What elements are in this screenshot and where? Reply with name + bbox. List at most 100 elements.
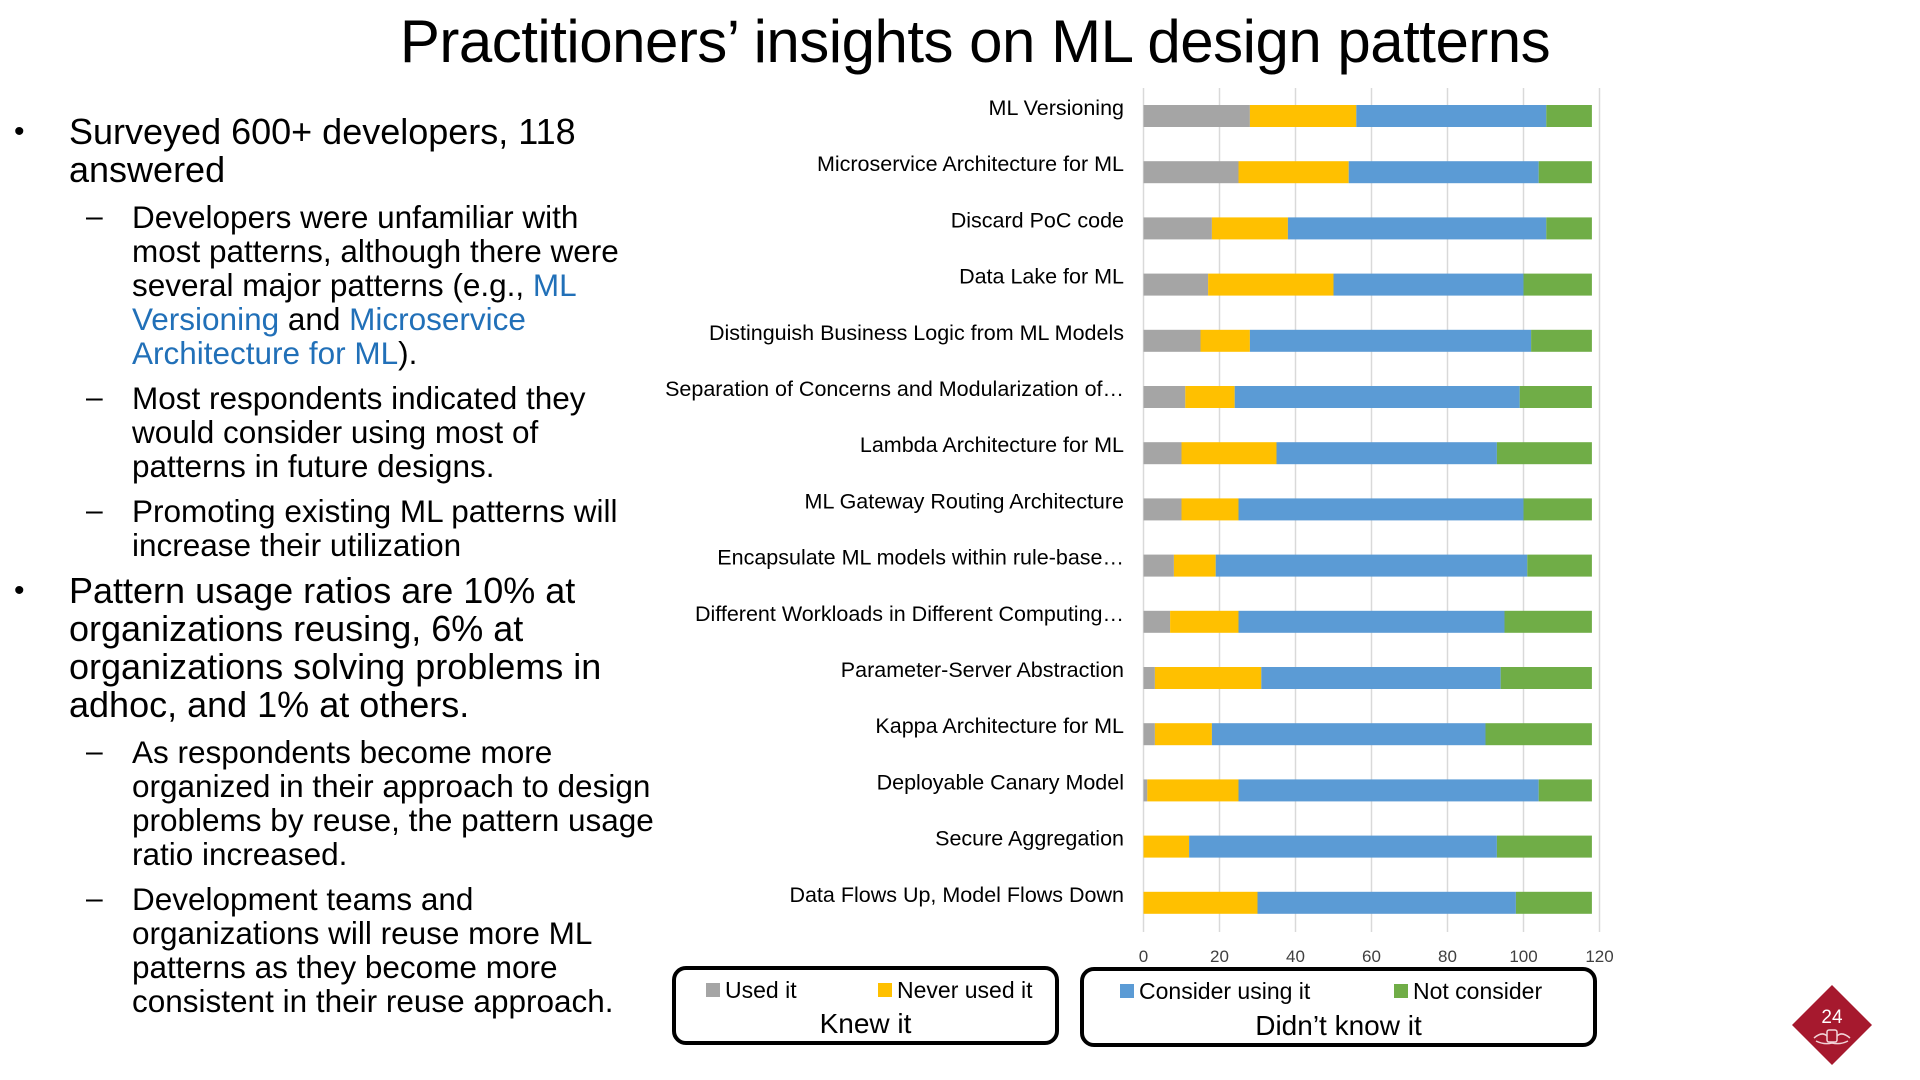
legend-item-used-it[interactable]: Used it bbox=[706, 977, 797, 1003]
bar-segment-not-consider bbox=[1496, 442, 1592, 465]
sub-1-line-4: Versioning and Microservice bbox=[132, 302, 526, 336]
text: several major patterns (e.g., bbox=[132, 267, 533, 303]
bar-segment-consider-using-it bbox=[1238, 498, 1524, 521]
legend-label: Never used it bbox=[897, 977, 1033, 1003]
crest-icon bbox=[1813, 1029, 1851, 1045]
bar-segment-consider-using-it bbox=[1333, 273, 1524, 296]
sub-5-line-2: organizations will reuse more ML bbox=[132, 915, 593, 951]
slide-title: Practitioners’ insights on ML design pat… bbox=[399, 8, 1551, 75]
bar-segment-never-used-it bbox=[1211, 217, 1288, 240]
bar-segment-never-used-it bbox=[1249, 105, 1357, 127]
bar-segment-consider-using-it bbox=[1276, 442, 1497, 465]
text: ). bbox=[398, 335, 418, 371]
bar-segment-not-consider bbox=[1500, 667, 1592, 689]
bullet-2-line-1: Pattern usage ratios are 10% at bbox=[69, 570, 576, 611]
bar-segment-used-it bbox=[1143, 442, 1182, 465]
bar-segment-never-used-it bbox=[1173, 554, 1216, 577]
bar-segment-not-consider bbox=[1519, 386, 1592, 408]
bar-segment-used-it bbox=[1143, 273, 1209, 296]
legend-didnt-know-it: Consider using it Not consider Didn’t kn… bbox=[1080, 967, 1597, 1047]
bar-segment-used-it bbox=[1143, 498, 1182, 521]
bar-segment-never-used-it bbox=[1170, 610, 1239, 633]
sub-4-line-2: organized in their approach to design bbox=[132, 768, 651, 804]
bar-segment-never-used-it bbox=[1238, 161, 1349, 184]
x-tick-label: 60 bbox=[1362, 947, 1381, 966]
legend-swatch-not-consider bbox=[1394, 984, 1408, 998]
bar-segment-never-used-it bbox=[1181, 498, 1239, 521]
category-label: Different Workloads in Different Computi… bbox=[695, 602, 1124, 626]
microservice-architecture-link-cont[interactable]: Architecture for ML bbox=[132, 335, 399, 371]
x-tick-label: 0 bbox=[1139, 947, 1148, 966]
category-label: Data Lake for ML bbox=[959, 265, 1124, 289]
category-label: Data Flows Up, Model Flows Down bbox=[789, 883, 1124, 907]
bar-segment-never-used-it bbox=[1181, 442, 1277, 465]
category-label: Secure Aggregation bbox=[935, 827, 1124, 851]
sub-5-line-3: patterns as they become more bbox=[132, 949, 558, 985]
bar-segment-consider-using-it bbox=[1249, 329, 1532, 352]
bullet-marker: • bbox=[14, 115, 25, 148]
sub-bullet-marker: – bbox=[86, 882, 103, 915]
bullet-2-line-4: adhoc, and 1% at others. bbox=[69, 684, 470, 725]
x-tick-label: 20 bbox=[1210, 947, 1229, 966]
sub-2-line-2: would consider using most of bbox=[132, 414, 539, 450]
x-tick-label: 120 bbox=[1585, 947, 1613, 966]
bar-segment-consider-using-it bbox=[1356, 105, 1547, 127]
bar-segment-consider-using-it bbox=[1287, 217, 1547, 240]
ml-versioning-link[interactable]: ML bbox=[532, 267, 577, 303]
sub-3-line-2: increase their utilization bbox=[132, 527, 462, 563]
bar-segment-used-it bbox=[1143, 554, 1174, 577]
category-label: Kappa Architecture for ML bbox=[875, 714, 1124, 738]
category-label: Lambda Architecture for ML bbox=[860, 433, 1124, 457]
sub-4-line-3: problems by reuse, the pattern usage bbox=[132, 802, 654, 838]
bar-segment-not-consider bbox=[1546, 217, 1592, 240]
bar-segment-not-consider bbox=[1546, 105, 1592, 127]
diamond-logo-icon: 24 bbox=[1792, 985, 1872, 1065]
legend-item-consider-using[interactable]: Consider using it bbox=[1120, 978, 1310, 1004]
category-label: Separation of Concerns and Modularizatio… bbox=[665, 377, 1124, 401]
sub-bullet-marker: – bbox=[86, 494, 103, 527]
legend-label: Consider using it bbox=[1139, 978, 1311, 1004]
microservice-architecture-link[interactable]: Microservice bbox=[349, 301, 526, 337]
sub-1-line-5: Architecture for ML). bbox=[132, 336, 417, 370]
x-tick-label: 80 bbox=[1438, 947, 1457, 966]
bar-segment-consider-using-it bbox=[1234, 386, 1520, 408]
x-tick-label: 100 bbox=[1509, 947, 1537, 966]
bar-segment-consider-using-it bbox=[1215, 554, 1528, 577]
bar-segment-used-it bbox=[1143, 386, 1186, 408]
bar-segment-used-it bbox=[1143, 667, 1155, 689]
bar-segment-used-it bbox=[1143, 161, 1239, 184]
category-label: Microservice Architecture for ML bbox=[817, 152, 1124, 176]
bar-segment-never-used-it bbox=[1154, 667, 1262, 689]
bar-segment-never-used-it bbox=[1143, 891, 1258, 914]
sub-bullet-marker: – bbox=[86, 735, 103, 768]
bar-segment-consider-using-it bbox=[1261, 667, 1501, 689]
bar-segment-never-used-it bbox=[1185, 386, 1235, 408]
bar-segment-consider-using-it bbox=[1348, 161, 1539, 184]
ml-versioning-link-cont[interactable]: Versioning bbox=[132, 301, 280, 337]
sub-bullet-marker: – bbox=[86, 381, 103, 414]
bullet-2-line-2: organizations reusing, 6% at bbox=[69, 608, 524, 649]
bar-segment-never-used-it bbox=[1143, 835, 1190, 858]
category-label: Discard PoC code bbox=[951, 208, 1124, 232]
bar-segment-not-consider bbox=[1523, 498, 1592, 521]
legend-swatch-used bbox=[706, 983, 720, 997]
page-number-badge: 24 bbox=[1790, 983, 1874, 1067]
category-label: ML Versioning bbox=[989, 96, 1124, 120]
sub-1-line-3: several major patterns (e.g., ML bbox=[132, 268, 577, 302]
legend-item-never-used-it[interactable]: Never used it bbox=[878, 977, 1033, 1003]
legend-caption-knew: Knew it bbox=[819, 1008, 912, 1039]
category-label: ML Gateway Routing Architecture bbox=[805, 489, 1124, 513]
legend-caption-didnt: Didn’t know it bbox=[1255, 1010, 1422, 1041]
sub-2-line-1: Most respondents indicated they bbox=[132, 380, 586, 416]
category-label: Parameter-Server Abstraction bbox=[841, 658, 1124, 682]
bar-segment-never-used-it bbox=[1208, 273, 1334, 296]
bar-segment-consider-using-it bbox=[1238, 610, 1505, 633]
bar-segment-not-consider bbox=[1531, 329, 1592, 352]
bar-segment-consider-using-it bbox=[1189, 835, 1497, 858]
category-label: Encapsulate ML models within rule-base… bbox=[717, 546, 1124, 570]
x-tick-label: 40 bbox=[1286, 947, 1305, 966]
sub-1-line-2: most patterns, although there were bbox=[132, 233, 619, 269]
legend-item-not-consider[interactable]: Not consider bbox=[1394, 978, 1542, 1004]
bar-segment-used-it bbox=[1143, 105, 1250, 127]
legend-swatch-never-used bbox=[878, 983, 892, 997]
